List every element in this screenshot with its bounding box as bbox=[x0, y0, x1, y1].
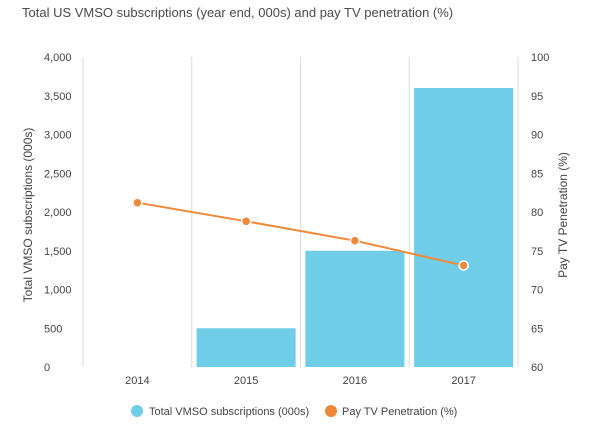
right-tick-label: 80 bbox=[531, 207, 543, 219]
bar bbox=[305, 250, 405, 367]
legend-bar-label: Total VMSO subscriptions (000s) bbox=[149, 406, 309, 418]
right-axis-title: Pay TV Penetration (%) bbox=[556, 152, 570, 278]
left-tick-label: 0 bbox=[44, 362, 50, 374]
legend-bar-swatch bbox=[131, 405, 143, 417]
x-tick-label: 2014 bbox=[125, 375, 149, 387]
x-tick-label: 2016 bbox=[343, 375, 367, 387]
right-tick-label: 75 bbox=[531, 246, 543, 258]
bar bbox=[196, 328, 296, 367]
line-series bbox=[132, 197, 469, 271]
x-tick-label: 2017 bbox=[451, 375, 475, 387]
left-tick-label: 4,000 bbox=[44, 52, 72, 64]
left-tick-label: 2,000 bbox=[44, 207, 72, 219]
line-path bbox=[137, 201, 464, 267]
line-point bbox=[458, 260, 469, 271]
right-tick-label: 90 bbox=[531, 130, 543, 142]
right-tick-label: 65 bbox=[531, 323, 543, 335]
right-tick-label: 70 bbox=[531, 285, 543, 297]
line-point bbox=[132, 197, 143, 208]
right-tick-label: 85 bbox=[531, 168, 543, 180]
bar bbox=[414, 88, 514, 367]
right-axis-ticks: 60 65 70 75 80 85 90 95 100 bbox=[531, 52, 549, 374]
left-tick-label: 3,000 bbox=[44, 130, 72, 142]
left-axis-ticks: 0 500 1,000 1,500 2,000 2,500 3,000 3,500 4,000 bbox=[44, 52, 72, 374]
line-point bbox=[240, 216, 252, 227]
right-tick-label: 95 bbox=[531, 91, 543, 103]
chart-title: Total US VMSO subscriptions (year end, 0… bbox=[22, 5, 453, 20]
legend: Total VMSO subscriptions (000s) Pay TV Pe… bbox=[131, 405, 457, 418]
legend-line-swatch bbox=[325, 405, 337, 417]
legend-line-label: Pay TV Penetration (%) bbox=[342, 406, 457, 418]
bar-series bbox=[196, 88, 514, 367]
left-tick-label: 500 bbox=[44, 323, 62, 335]
gridlines bbox=[82, 57, 519, 367]
x-axis-ticks: 2014 2015 2016 2017 bbox=[125, 375, 476, 387]
left-tick-label: 1,500 bbox=[44, 246, 72, 258]
right-tick-label: 60 bbox=[531, 362, 543, 374]
x-tick-label: 2015 bbox=[234, 375, 258, 387]
left-tick-label: 2,500 bbox=[44, 168, 72, 180]
left-tick-label: 3,500 bbox=[44, 91, 72, 103]
right-tick-label: 100 bbox=[531, 52, 549, 64]
line-point bbox=[349, 235, 361, 246]
left-tick-label: 1,000 bbox=[44, 285, 72, 297]
left-axis-title: Total VMSO subscriptions (000s) bbox=[21, 128, 35, 303]
